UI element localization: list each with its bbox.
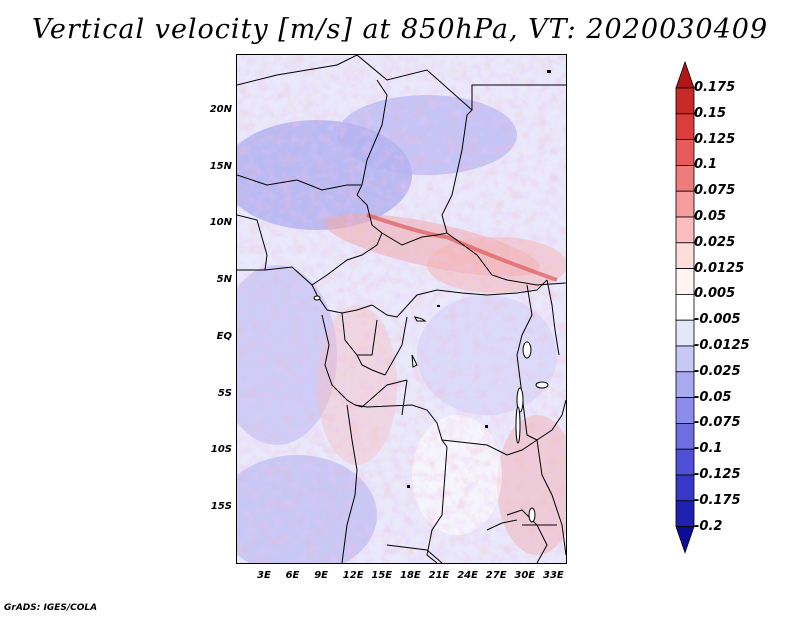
colorbar-swatch [675, 139, 695, 166]
lat-tick-label: 5S [217, 387, 232, 399]
lon-tick-label: 18E [400, 570, 421, 581]
colorbar-swatch [675, 371, 695, 398]
lat-tick-label: EQ [216, 330, 232, 342]
colorbar-swatch [675, 268, 695, 295]
map-panel[interactable] [236, 54, 567, 564]
lon-tick-label: 6E [285, 570, 300, 581]
colorbar-tick-label: 0.175 [694, 80, 736, 95]
colorbar-swatch [675, 216, 695, 244]
grads-credit: GrADS: IGES/COLA [4, 603, 98, 613]
lon-tick-label: 21E [428, 570, 450, 581]
colorbar-swatch [675, 293, 695, 321]
colorbar-swatch [675, 448, 695, 476]
colorbar-tick-label: -0.025 [694, 363, 741, 379]
colorbar-tick-label: -0.175 [694, 492, 741, 508]
lat-tick-label: 20N [209, 104, 232, 115]
lon-tick-label: 30E [514, 570, 536, 581]
lon-tick-label: 33E [543, 570, 564, 581]
colorbar-tick-label: 0.0125 [694, 260, 745, 276]
colorbar-tick-label: 0.05 [694, 209, 727, 224]
colorbar-tick-label: 0.025 [694, 234, 736, 250]
colorbar-tick-label: -0.125 [694, 467, 741, 482]
colorbar-tick-label: -0.0125 [694, 338, 750, 353]
colorbar-swatch [675, 165, 695, 192]
lat-tick-label: 15N [209, 160, 232, 172]
lon-tick-label: 24E [457, 570, 478, 581]
colorbar-tick-label: 0.125 [694, 131, 736, 147]
lon-tick-label: 12E [342, 570, 364, 581]
colorbar-swatch [675, 422, 695, 450]
colorbar [675, 60, 695, 554]
lon-tick-label: 9E [314, 570, 328, 581]
colorbar-cap-bottom [675, 526, 695, 554]
colorbar-swatch [675, 113, 695, 140]
colorbar-swatch [675, 242, 695, 270]
lat-tick-label: 10S [210, 444, 232, 456]
lat-tick-label: 5N [216, 274, 232, 286]
colorbar-tick-label: 0.005 [694, 286, 736, 302]
lat-tick-label: 15S [210, 500, 232, 512]
colorbar-swatch [675, 190, 695, 218]
colorbar-swatch [675, 397, 695, 424]
colorbar-tick-label: 0.1 [694, 157, 718, 173]
lon-tick-label: 27E [485, 570, 507, 581]
colorbar-tick-label: 0.075 [694, 183, 736, 199]
colorbar-swatch [675, 345, 695, 373]
colorbar-tick-label: -0.005 [694, 312, 741, 328]
lon-tick-label: 3E [257, 570, 271, 581]
colorbar-tick-label: -0.05 [694, 389, 732, 405]
velocity-field [237, 55, 566, 563]
lon-tick-label: 15E [371, 570, 393, 581]
colorbar-cap-top [675, 60, 695, 89]
colorbar-tick-label: -0.075 [694, 415, 741, 431]
colorbar-tick-label: -0.1 [694, 441, 723, 457]
colorbar-swatch [675, 500, 695, 527]
colorbar-swatch [675, 319, 695, 347]
colorbar-tick-label: 0.15 [694, 105, 727, 121]
map-title: Vertical velocity [m/s] at 850hPa, VT: 2… [31, 14, 769, 45]
colorbar-swatch [675, 87, 695, 115]
colorbar-swatch [675, 474, 695, 502]
colorbar-tick-label: -0.2 [694, 518, 723, 534]
lat-tick-label: 10N [209, 217, 232, 229]
